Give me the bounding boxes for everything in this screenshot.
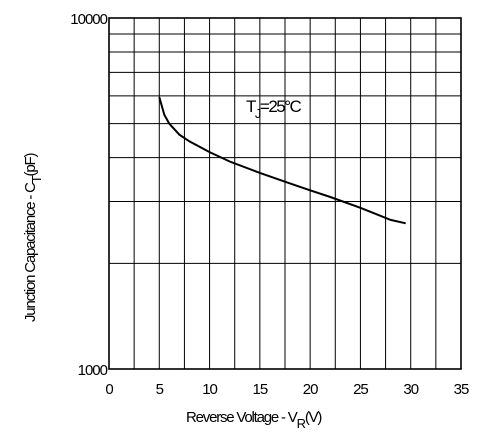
y-axis-label-sub: T	[29, 175, 44, 183]
series-line	[158, 96, 406, 225]
x-tick-label: 10	[202, 381, 217, 398]
y-tick-label: 10000	[70, 11, 107, 28]
temperature-annotation: TJ=25°C	[246, 97, 302, 121]
horizontal-gridlines	[109, 33, 461, 264]
y-axis-label-unit: (pF)	[22, 153, 39, 177]
x-tick-label: 0	[105, 381, 113, 398]
x-tick-label: 25	[353, 381, 368, 398]
x-tick-label: 35	[454, 381, 469, 398]
y-axis-label-main: Junction Capacitance - C	[22, 182, 39, 322]
y-tick-label: 1000	[78, 362, 108, 379]
x-tick-label: 20	[303, 381, 318, 398]
x-axis-label-unit: (V)	[305, 409, 323, 426]
plot-frame	[108, 17, 462, 370]
y-tick-labels: 1000 10000	[70, 11, 108, 379]
annotation-main: T	[246, 97, 256, 116]
y-axis-label: Junction Capacitance - CT(pF)	[22, 153, 44, 322]
x-axis-label-main: Reverse Voltage - V	[186, 409, 298, 426]
x-axis-label: Reverse Voltage - VR(V)	[186, 409, 322, 431]
annotation-sub: J	[255, 106, 261, 121]
vertical-gridlines	[133, 18, 437, 369]
x-tick-label: 15	[253, 381, 268, 398]
x-axis-label-sub: R	[297, 416, 306, 431]
x-tick-labels: 0 5 10 15 20 25 30 35	[105, 381, 470, 398]
x-tick-label: 5	[156, 381, 164, 398]
x-tick-label: 30	[403, 381, 418, 398]
annotation-rest: =25°C	[260, 97, 302, 116]
